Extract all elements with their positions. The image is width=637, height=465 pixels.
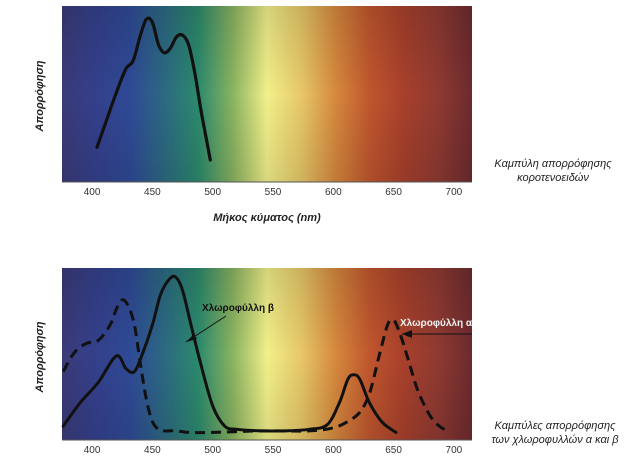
x-axis-label: Μήκος κύματος (nm) <box>213 212 321 224</box>
annotation-arrow-chlorophyll-b <box>185 315 227 343</box>
x-tick-label: 600 <box>325 445 342 456</box>
x-tick-label: 500 <box>204 187 221 198</box>
x-tick-labels: 400 450 500 550 600 650 700 <box>84 187 463 198</box>
x-tick-label: 650 <box>385 187 402 198</box>
x-tick-label: 550 <box>265 187 282 198</box>
y-axis-label: Απορρόφηση <box>34 60 46 132</box>
chlorophyll-chart: 400 450 500 550 600 650 700 Χλωροφύλλη β Χλωρο… <box>34 268 619 456</box>
chart-caption-line-2: κοροτενοειδών <box>517 172 589 184</box>
x-tick-label: 700 <box>446 187 463 198</box>
annotation-arrow-chlorophyll-a <box>402 330 472 338</box>
spectrum-shading <box>62 268 472 440</box>
chart-caption-line-1: Καμπύλες απορρόφησης <box>495 420 617 432</box>
x-tick-label: 500 <box>204 445 221 456</box>
annotation-chlorophyll-a: Χλωροφύλλη α <box>400 318 473 329</box>
x-tick-label: 700 <box>446 445 463 456</box>
x-tick-label: 600 <box>325 187 342 198</box>
spectrum-shading <box>62 6 472 182</box>
x-tick-label: 650 <box>385 445 402 456</box>
chlorophyll-a-curve <box>61 298 449 435</box>
x-tick-labels: 400 450 500 550 600 650 700 <box>84 445 463 456</box>
x-tick-label: 400 <box>84 187 101 198</box>
x-tick-label: 550 <box>265 445 282 456</box>
x-tick-label: 400 <box>84 445 101 456</box>
chart-caption-line-1: Καμπύλη απορρόφησης <box>494 158 612 170</box>
y-axis-label: Απορρόφηση <box>34 321 46 393</box>
chart-caption-line-2: των χλωροφυλλών α και β <box>491 434 619 446</box>
x-tick-label: 450 <box>144 445 161 456</box>
x-tick-label: 450 <box>144 187 161 198</box>
carotenoid-chart: 400 450 500 550 600 650 700 Απορρόφηση Μήκος κ… <box>34 6 612 224</box>
annotation-chlorophyll-b: Χλωροφύλλη β <box>202 303 274 314</box>
chlorophyll-b-curve <box>61 274 398 434</box>
carotenoid-curve <box>95 16 212 162</box>
